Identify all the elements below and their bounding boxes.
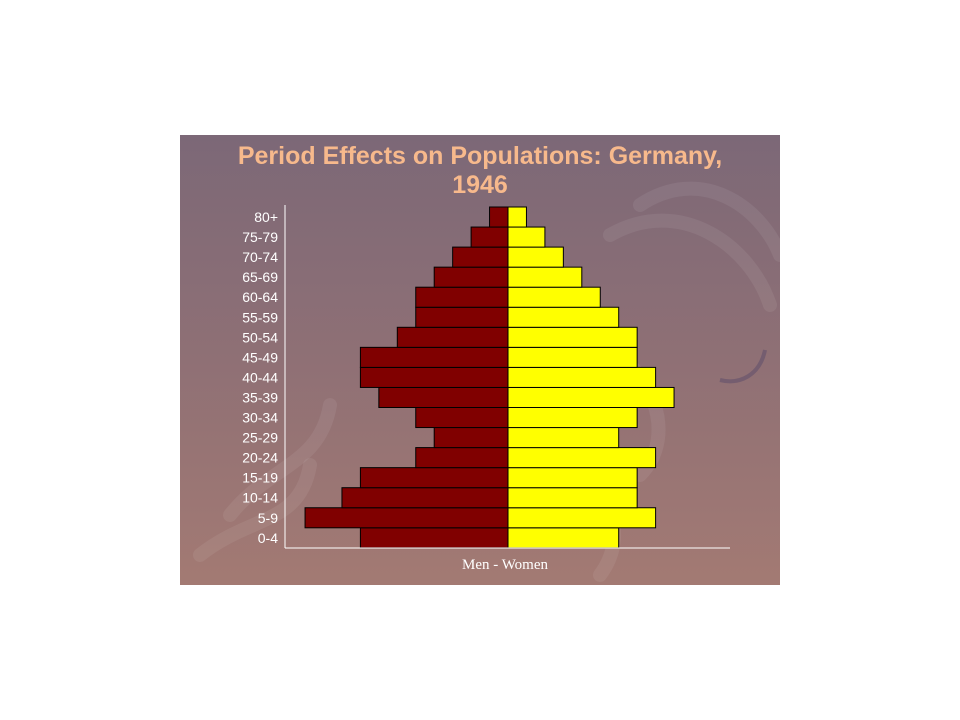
bar-men-10-14 — [341, 487, 509, 509]
bar-women-80+ — [507, 206, 527, 228]
bar-men-45-49 — [359, 346, 509, 368]
series-women — [507, 206, 675, 549]
bar-women-20-24 — [507, 447, 657, 469]
chart-title: Period Effects on Populations: Germany, … — [180, 142, 780, 200]
y-tick-label: 35-39 — [242, 389, 278, 405]
bar-men-75-79 — [470, 226, 509, 248]
y-tick-label: 80+ — [254, 209, 278, 225]
y-tick-label: 5-9 — [258, 510, 278, 526]
bar-women-45-49 — [507, 346, 638, 368]
y-tick-label: 55-59 — [242, 309, 278, 325]
bar-men-70-74 — [452, 246, 509, 268]
y-tick-label: 0-4 — [258, 530, 278, 546]
y-tick-label: 25-29 — [242, 430, 278, 446]
y-tick-label: 65-69 — [242, 269, 278, 285]
bar-men-50-54 — [396, 326, 509, 348]
y-tick-label: 50-54 — [242, 329, 278, 345]
y-tick-label: 70-74 — [242, 249, 278, 265]
y-tick-label: 10-14 — [242, 490, 278, 506]
y-tick-label: 40-44 — [242, 369, 278, 385]
bar-women-30-34 — [507, 407, 638, 429]
bar-women-40-44 — [507, 366, 657, 388]
bar-women-70-74 — [507, 246, 564, 268]
chart-title-line-2: 1946 — [452, 171, 508, 199]
bar-men-35-39 — [378, 386, 509, 408]
bar-men-25-29 — [433, 427, 509, 449]
bar-men-55-59 — [415, 306, 509, 328]
y-tick-labels: 0-4 5-9 10-14 15-19 20-24 25-29 30-34 35-39 40-4… — [242, 209, 278, 546]
x-axis-label: Men - Women — [461, 557, 548, 573]
bar-men-40-44 — [359, 366, 509, 388]
bar-men-60-64 — [415, 286, 509, 308]
bar-women-55-59 — [507, 306, 620, 328]
y-tick-label: 30-34 — [242, 410, 278, 426]
y-tick-label: 15-19 — [242, 470, 278, 486]
y-tick-label: 60-64 — [242, 289, 278, 305]
bar-men-30-34 — [415, 407, 509, 429]
y-tick-label: 20-24 — [242, 450, 278, 466]
bar-women-50-54 — [507, 326, 638, 348]
bar-men-20-24 — [415, 447, 509, 469]
y-tick-label: 45-49 — [242, 349, 278, 365]
bar-men-15-19 — [359, 467, 509, 489]
bar-women-10-14 — [507, 487, 638, 509]
slide: Period Effects on Populations: Germany, … — [180, 135, 780, 585]
series-men — [304, 206, 509, 549]
bar-men-80+ — [489, 206, 509, 228]
bar-women-60-64 — [507, 286, 601, 308]
y-tick-label: 75-79 — [242, 229, 278, 245]
chart-title-line-1: Period Effects on Populations: Germany, — [237, 142, 723, 170]
pyramid-chart: 0-4 5-9 10-14 15-19 20-24 25-29 30-34 35-39 40-4… — [242, 205, 730, 549]
bar-women-25-29 — [507, 427, 620, 449]
bar-men-65-69 — [433, 266, 509, 288]
bar-women-15-19 — [507, 467, 638, 489]
bar-men-5-9 — [304, 507, 509, 529]
axes — [284, 205, 730, 549]
bar-women-75-79 — [507, 226, 546, 248]
bar-women-0-4 — [507, 527, 620, 549]
bar-women-65-69 — [507, 266, 583, 288]
bar-men-0-4 — [359, 527, 509, 549]
bar-women-35-39 — [507, 386, 675, 408]
bar-women-5-9 — [507, 507, 657, 529]
